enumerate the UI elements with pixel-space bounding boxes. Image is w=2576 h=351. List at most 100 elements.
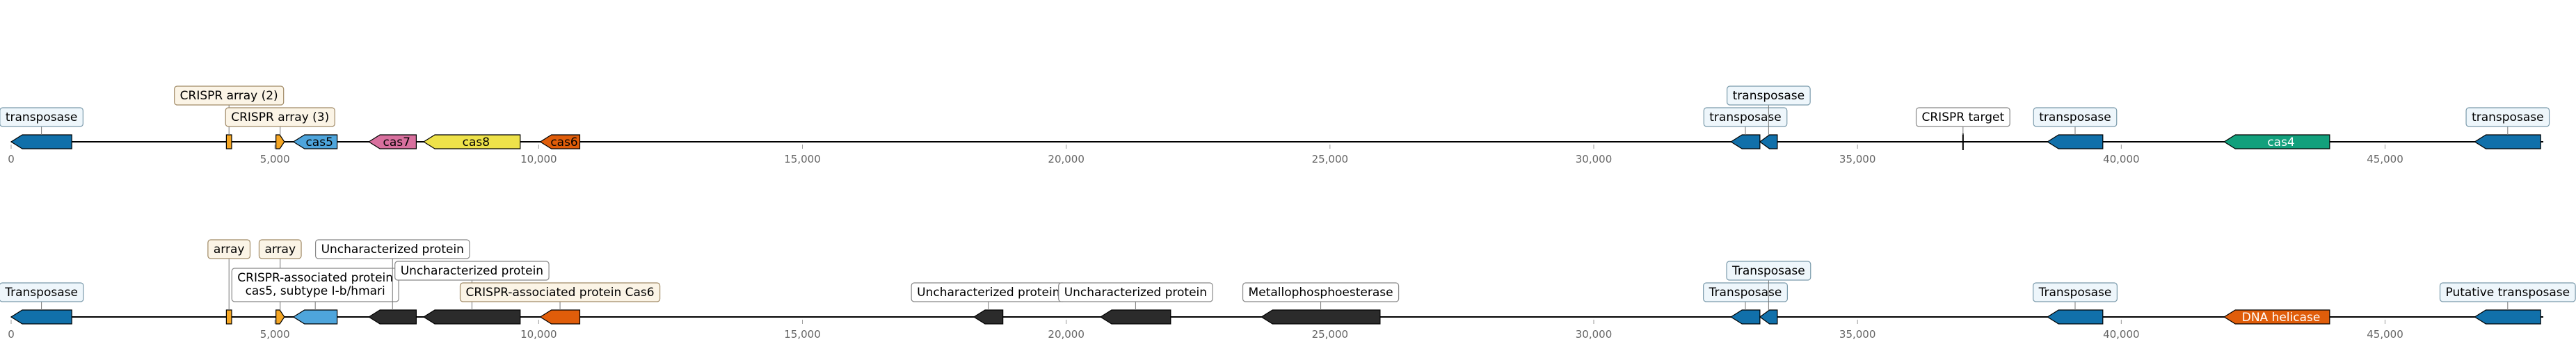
gene-array[interactable]: array	[207, 239, 251, 325]
gene-label-box	[174, 85, 285, 106]
gene-uncharacterized-protein[interactable]: Uncharacterized protein	[911, 282, 1066, 325]
gene-label: Putative transposase	[2446, 286, 2570, 300]
gene-label: Uncharacterized protein	[917, 286, 1059, 300]
dna_helicase-arrow	[2223, 309, 2330, 325]
gene-uncharacterized-protein[interactable]: Uncharacterized protein	[394, 261, 550, 325]
crispr_array-arrow	[275, 134, 285, 149]
gene-label: cas4	[2267, 136, 2294, 149]
axis-tick-label: 35,000	[1839, 328, 1876, 341]
axis-tick-label: 30,000	[1576, 328, 1613, 341]
gene-label: transposase	[1733, 89, 1805, 103]
gene-label: cas7	[383, 136, 410, 149]
axis-tick-label: 5,000	[260, 153, 290, 165]
gene-label: CRISPR-associated protein	[237, 271, 393, 285]
uncharacterized-arrow	[368, 309, 417, 325]
gene-label-box	[1727, 85, 1811, 106]
axis-tick-label: 30,000	[1576, 153, 1613, 165]
axis-tick-label: 0	[8, 153, 15, 165]
gene-transposase[interactable]: Transposase	[1726, 261, 1811, 325]
gene-transposase[interactable]: transposase	[2465, 107, 2550, 149]
cas5-arrow	[292, 309, 338, 325]
gene-label-box	[225, 107, 335, 127]
transposase-arrow	[1759, 134, 1778, 149]
gene-transposase[interactable]: transposase	[1703, 107, 1788, 149]
genome-track-bottom: 0 5,000 10,000 15,000 20,000 25,000 30,000 35,0…	[0, 239, 2576, 341]
cas4-arrow	[2223, 134, 2330, 149]
gene-dna-helicase[interactable]: DNA helicase	[2223, 309, 2330, 325]
gene-crispr-associated-protein-cas6[interactable]: CRISPR-associated protein Cas6	[459, 282, 661, 325]
gene-label-box	[2465, 107, 2550, 127]
gene-label-box	[459, 282, 661, 302]
gene-label: cas5, subtype I-b/hmari	[246, 284, 385, 298]
gene-cas4[interactable]: cas4	[2223, 134, 2330, 149]
axis-tick-label: 45,000	[2367, 328, 2403, 341]
gene-transposase[interactable]: Transposase	[0, 282, 84, 325]
gene-uncharacterized-protein[interactable]: Uncharacterized protein	[314, 239, 470, 325]
gene-label-box	[231, 268, 399, 302]
gene-label-box	[2033, 282, 2118, 302]
gene-label-box	[0, 107, 83, 127]
gene-label: Transposase	[4, 286, 78, 300]
gene-label: array	[214, 243, 245, 256]
gene-label-box	[1703, 107, 1788, 127]
gene-uncharacterized-protein[interactable]: Uncharacterized protein	[1058, 282, 1213, 325]
gene-metallophosphoesterase[interactable]: Metallophosphoesterase	[1242, 282, 1400, 325]
crispr_array-arrow	[225, 134, 232, 149]
gene-label-box	[207, 239, 251, 259]
gene-cas7[interactable]: cas7	[368, 134, 417, 149]
cas5-arrow	[292, 134, 338, 149]
transposase-arrow	[2474, 134, 2541, 149]
gene-label: Transposase	[2038, 286, 2112, 300]
axis-tick-label: 10,000	[520, 153, 557, 165]
gene-transposase[interactable]: Transposase	[2033, 282, 2118, 325]
gene-transposase[interactable]: transposase	[1727, 85, 1811, 149]
gene-transposase[interactable]: transposase	[2033, 107, 2118, 149]
crispr_array-arrow	[275, 309, 285, 325]
gene-cas8[interactable]: cas8	[422, 134, 521, 149]
gene-transposase[interactable]: transposase	[0, 107, 83, 149]
transposase-arrow	[10, 134, 72, 149]
gene-label-box	[2439, 282, 2576, 302]
gene-label: transposase	[6, 111, 78, 124]
gene-label: Uncharacterized protein	[321, 243, 464, 256]
gene-label: CRISPR target	[1922, 111, 2005, 124]
gene-array[interactable]: array	[258, 239, 302, 325]
gene-label: CRISPR-associated protein Cas6	[465, 286, 654, 300]
gene-label-box	[0, 282, 84, 302]
axis-tick-label: 0	[8, 328, 15, 341]
gene-label: cas5	[305, 136, 333, 149]
gene-putative-transposase[interactable]: Putative transposase	[2439, 282, 2576, 325]
transposase-arrow	[2047, 134, 2104, 149]
cas8-arrow	[422, 134, 521, 149]
gene-label: transposase	[2039, 111, 2111, 124]
genome-track-top: 0 5,000 10,000 15,000 20,000 25,000 30,000 35,0…	[0, 85, 2550, 165]
gene-label: cas8	[463, 136, 490, 149]
gene-label: CRISPR array (2)	[180, 89, 278, 103]
gene-label-box	[1058, 282, 1213, 302]
uncharacterized-arrow	[1099, 309, 1171, 325]
gene-label-box	[1242, 282, 1400, 302]
axis-tick-label: 45,000	[2367, 153, 2403, 165]
gene-crispr-array-3[interactable]: CRISPR array (3)	[225, 107, 335, 149]
uncharacterized-arrow	[1261, 309, 1381, 325]
gene-label: array	[264, 243, 296, 256]
gene-label: transposase	[1709, 111, 1782, 124]
axis-tick-label: 25,000	[1312, 328, 1349, 341]
axis-tick-label: 15,000	[784, 328, 821, 341]
transposase-arrow	[1730, 309, 1761, 325]
axis-tick-label: 40,000	[2103, 328, 2140, 341]
axis-tick-label: 5,000	[260, 328, 290, 341]
gene-label-box	[1703, 282, 1788, 302]
axis-tick-label: 40,000	[2103, 153, 2140, 165]
gene-cas6[interactable]: cas6	[539, 134, 581, 149]
gene-transposase[interactable]: Transposase	[1703, 282, 1788, 325]
gene-label-box	[1915, 107, 2010, 127]
gene-cas5[interactable]: cas5	[292, 134, 338, 149]
gene-label: Transposase	[1709, 286, 1782, 300]
gene-label: transposase	[2472, 111, 2544, 124]
gene-crispr-target[interactable]: CRISPR target	[1915, 107, 2010, 150]
transposase-arrow	[1759, 309, 1778, 325]
gene-label: DNA helicase	[2242, 311, 2321, 325]
transposase-arrow	[1730, 134, 1761, 149]
